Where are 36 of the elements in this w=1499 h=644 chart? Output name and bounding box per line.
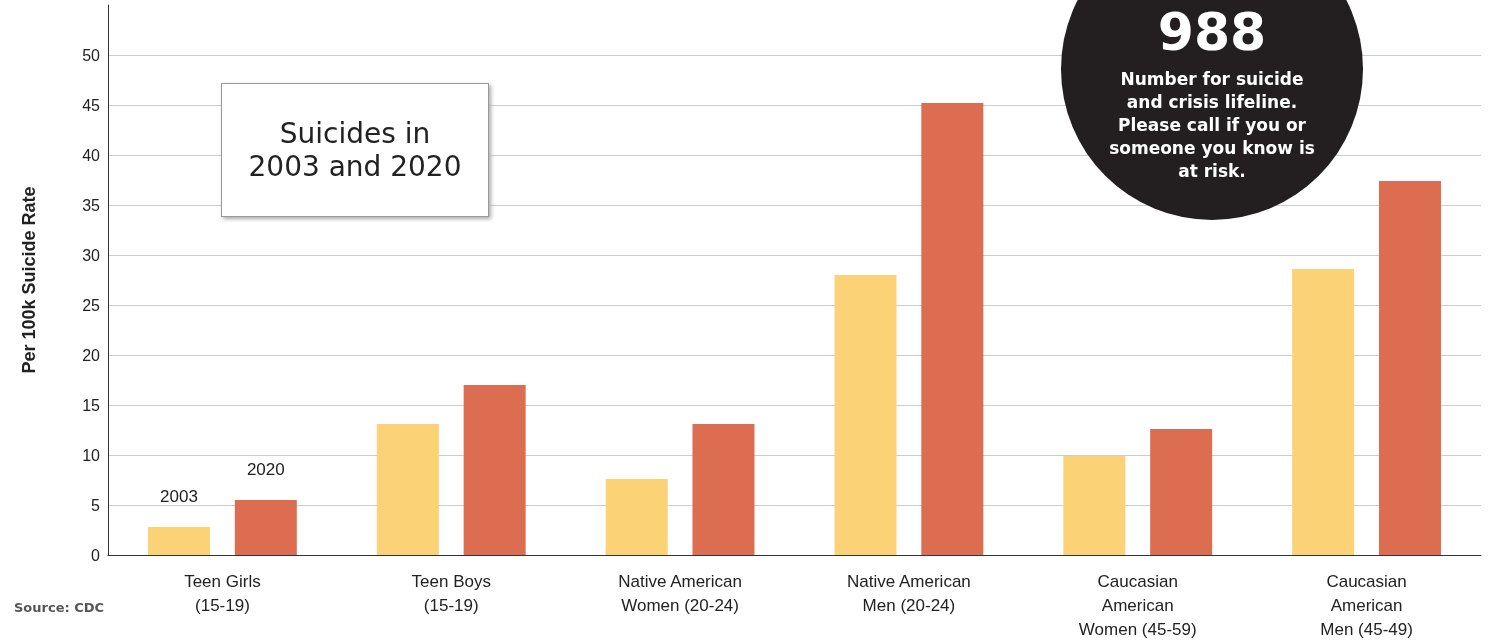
bar bbox=[1063, 456, 1126, 555]
bar bbox=[148, 527, 211, 555]
y-tick-label: 10 bbox=[82, 446, 101, 464]
source-note: Source: CDC bbox=[14, 600, 105, 615]
annotation: 988 bbox=[1156, 2, 1268, 62]
x-tick-label: Native American Men (20-24) bbox=[847, 571, 971, 615]
bar bbox=[1378, 181, 1441, 555]
bar bbox=[921, 103, 984, 555]
title-card: Suicides in 2003 and 2020 bbox=[221, 83, 489, 217]
bar bbox=[463, 385, 526, 555]
bar bbox=[692, 424, 755, 555]
x-tick-label: Teen Girls (15-19) bbox=[184, 571, 261, 615]
bar bbox=[234, 500, 297, 555]
y-tick-label: 30 bbox=[82, 246, 101, 264]
y-tick-label: 45 bbox=[82, 96, 101, 114]
y-tick-label: 5 bbox=[91, 496, 101, 514]
annotation: Number for suicide and crisis lifeline. Please call if you or someone you know is at risk. bbox=[1108, 68, 1316, 183]
y-tick-label: 40 bbox=[82, 146, 101, 164]
series-label: 2003 bbox=[160, 487, 198, 506]
x-tick-label: Native American Women (20-24) bbox=[618, 571, 742, 615]
y-tick-label: 50 bbox=[82, 46, 101, 64]
y-tick-label: 35 bbox=[82, 196, 101, 214]
series-label: 2020 bbox=[246, 460, 285, 479]
x-tick-label: Caucasian American Men (45-49) bbox=[1320, 571, 1413, 639]
bar bbox=[605, 479, 668, 555]
y-tick-label: 15 bbox=[82, 396, 101, 414]
y-tick-label: 20 bbox=[82, 346, 101, 364]
y-tick-label: 0 bbox=[91, 546, 101, 564]
bar bbox=[834, 275, 897, 555]
x-tick-label: Teen Boys (15-19) bbox=[411, 571, 491, 615]
bar bbox=[376, 424, 439, 555]
bar bbox=[1292, 269, 1355, 555]
bar bbox=[1150, 429, 1213, 555]
x-tick-label: Caucasian American Women (45-59) bbox=[1078, 571, 1197, 639]
y-tick-label: 25 bbox=[82, 296, 101, 314]
y-axis-title: Per 100k Suicide Rate bbox=[19, 186, 39, 374]
